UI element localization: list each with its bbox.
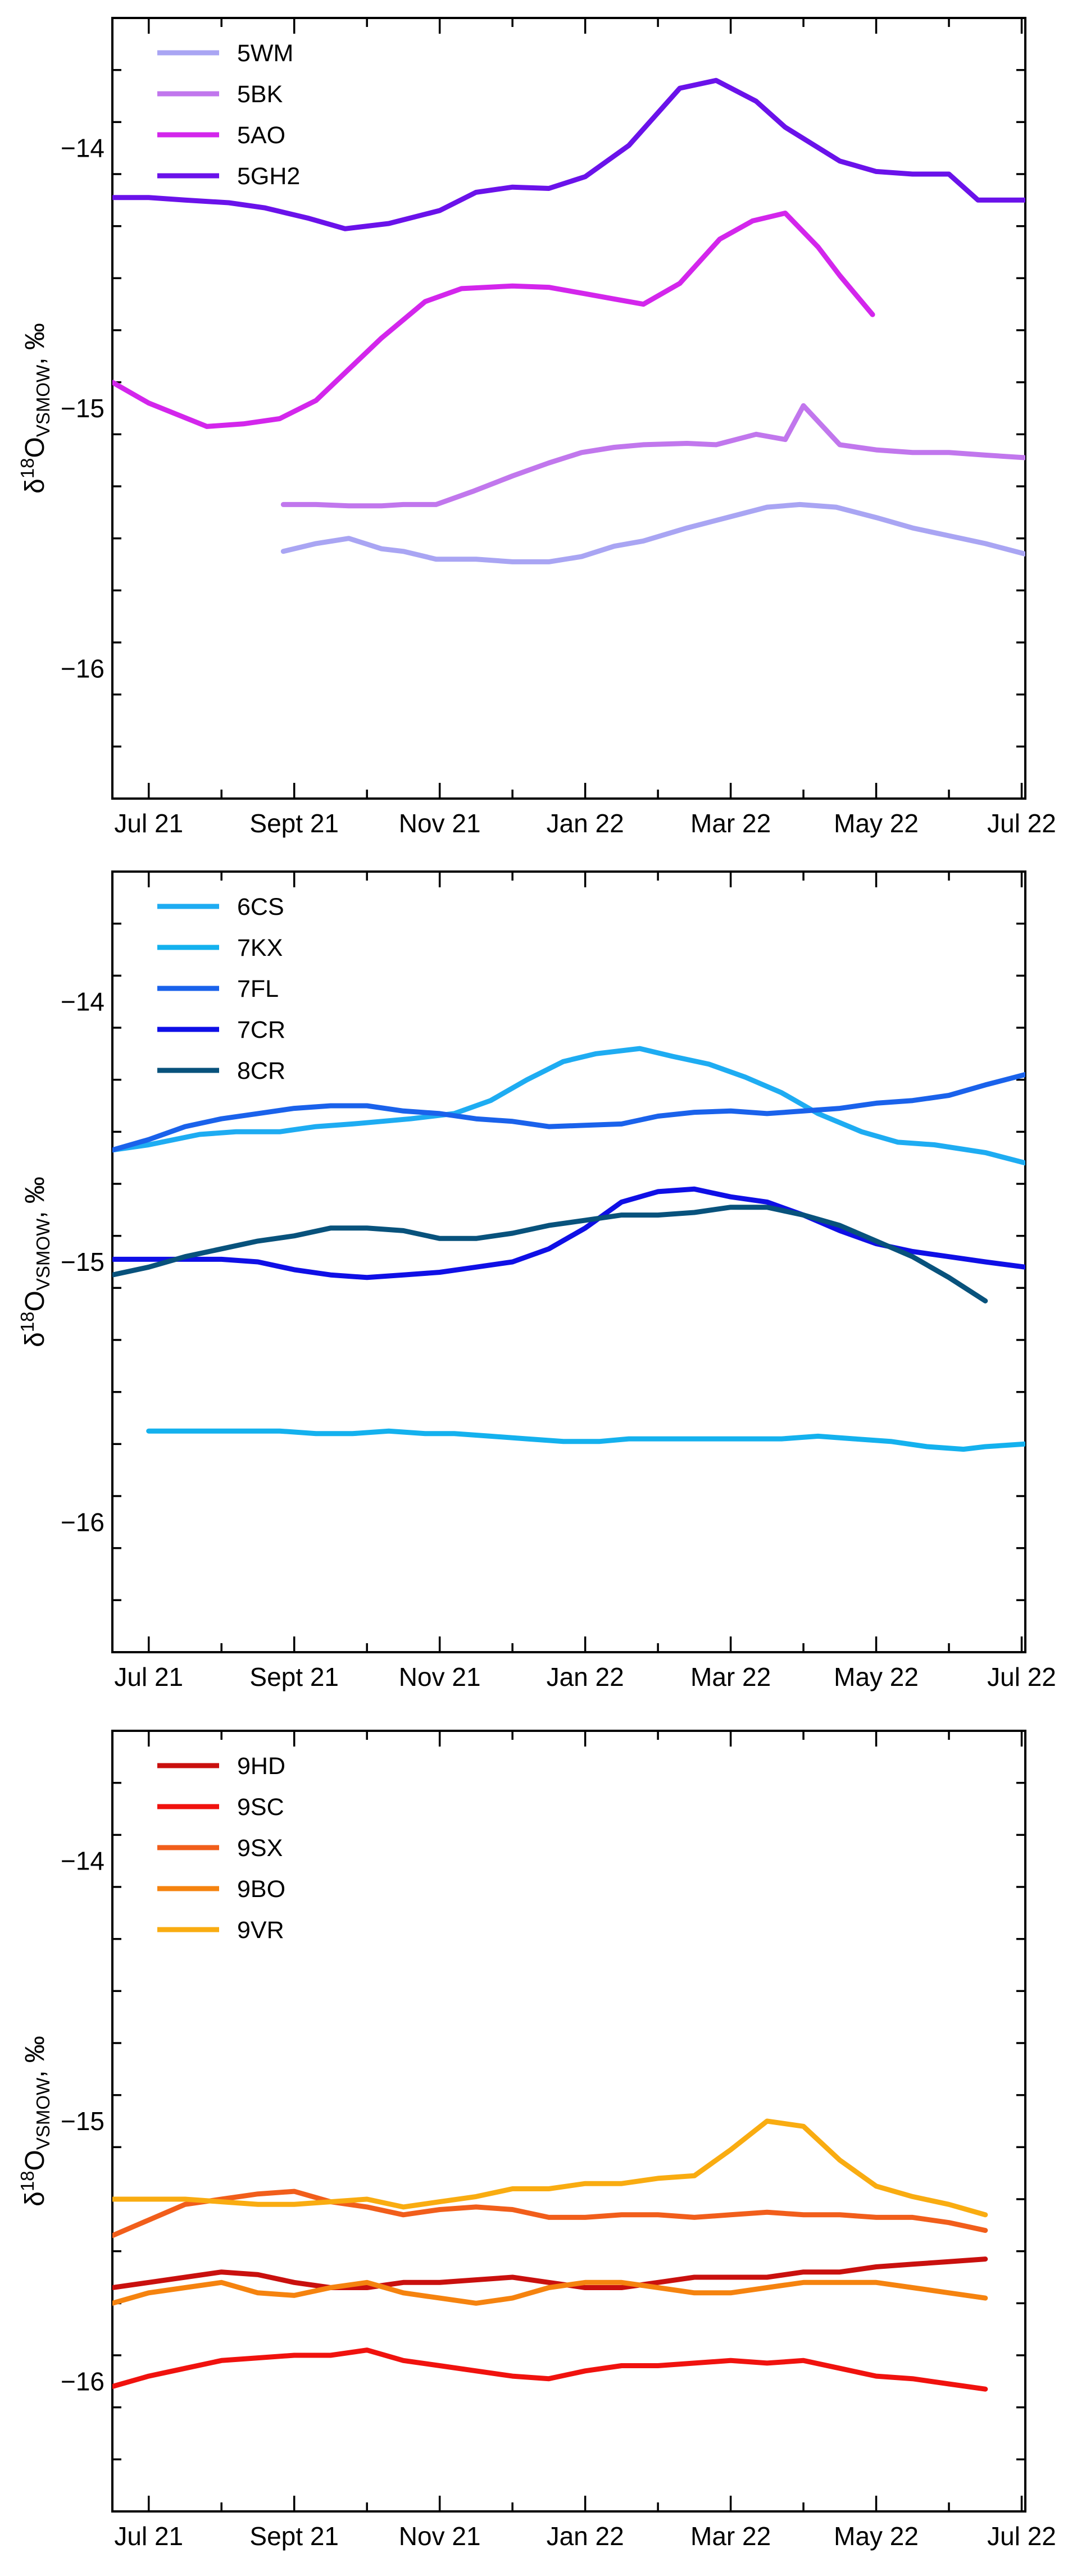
x-tick-label: Sept 21 (249, 1662, 339, 1692)
y-axis-label-part: O (20, 2150, 50, 2171)
y-tick-label: −16 (61, 1507, 104, 1537)
x-tick-label: May 22 (834, 809, 919, 838)
x-tick-label: Nov 21 (399, 1662, 481, 1692)
plot-frame (111, 17, 1026, 800)
x-tick-label: Sept 21 (249, 809, 339, 838)
series-line-9sx (112, 2189, 988, 2238)
legend-label-6cs: 6CS (237, 893, 284, 920)
x-tick-label: May 22 (834, 1662, 919, 1692)
legend-label-7fl: 7FL (237, 975, 279, 1002)
legend-label-5bk: 5BK (237, 81, 283, 108)
x-tick-label: Jul 22 (987, 2522, 1056, 2551)
y-tick-label: −14 (61, 1846, 104, 1876)
x-tick-label: Mar 22 (690, 2522, 771, 2551)
series-line-8cr (112, 1205, 988, 1303)
legend-label-9hd: 9HD (237, 1753, 285, 1780)
y-axis-label-part: O (20, 1291, 50, 1311)
x-tick-label: Jan 22 (547, 2522, 624, 2551)
y-axis-label-part: VSMOW (33, 2077, 53, 2150)
x-tick-label: May 22 (834, 2522, 919, 2551)
series-line-5gh2 (112, 77, 1025, 231)
panel-1: Jul 21 Sept 21 Nov 21 Jan 22 Mar 22 May 22 Jul… (17, 17, 1056, 838)
y-axis-label-part: VSMOW (33, 1218, 53, 1291)
x-tick-label: Sept 21 (249, 2522, 339, 2551)
series-line-9hd (112, 2256, 988, 2290)
x-tick-label: Jan 22 (547, 1662, 624, 1692)
y-axis-label-part: , ‰ (20, 1177, 50, 1219)
y-tick-label: −15 (61, 2107, 104, 2136)
x-tick-label: Jul 22 (987, 809, 1056, 838)
y-tick-label: −15 (61, 1247, 104, 1276)
series-line-9vr (112, 2118, 988, 2218)
y-axis-label-part: 18 (17, 1311, 38, 1332)
legend-label-9bo: 9BO (237, 1876, 285, 1903)
series-line-5ao (112, 211, 875, 429)
x-tick-label: Nov 21 (399, 809, 481, 838)
series-line-5bk (280, 403, 1025, 509)
y-axis-label-part: O (20, 437, 50, 458)
legend-label-7kx: 7KX (237, 934, 283, 961)
legend-label-5wm: 5WM (237, 40, 293, 67)
series-line-7kx (146, 1428, 1025, 1452)
y-axis-label: δ18OVSMOW, ‰ (17, 2036, 53, 2206)
x-tick-label: Jul 21 (114, 1662, 183, 1692)
series-line-7cr (112, 1186, 1025, 1280)
y-axis-label-part: VSMOW (33, 364, 53, 437)
y-axis-label: δ18OVSMOW, ‰ (17, 323, 53, 494)
series-line-5wm (280, 501, 1025, 564)
plot-frame (111, 870, 1026, 1653)
plot-frame (111, 1730, 1026, 2513)
series-line-6cs (112, 1046, 1025, 1166)
y-tick-label: −14 (61, 987, 104, 1016)
x-tick-label: Jan 22 (547, 809, 624, 838)
legend-label-9sc: 9SC (237, 1794, 284, 1821)
x-tick-label: Jul 22 (987, 1662, 1056, 1692)
legend-label-9vr: 9VR (237, 1917, 284, 1944)
x-tick-label: Jul 21 (114, 809, 183, 838)
y-tick-label: −14 (61, 134, 104, 163)
y-tick-label: −16 (61, 654, 104, 683)
legend-label-7cr: 7CR (237, 1016, 285, 1043)
y-axis-label-part: 18 (17, 2171, 38, 2191)
y-axis-label-part: , ‰ (20, 323, 50, 365)
y-axis-label-part: 18 (17, 458, 38, 478)
legend-label-8cr: 8CR (237, 1057, 285, 1084)
x-tick-label: Jul 21 (114, 2522, 183, 2551)
series-line-7fl (112, 1072, 1025, 1153)
y-tick-label: −15 (61, 394, 104, 423)
panel-2: Jul 21 Sept 21 Nov 21 Jan 22 Mar 22 May 22 Jul… (17, 870, 1056, 1692)
y-axis-label-part: δ (20, 478, 50, 494)
legend-label-5gh2: 5GH2 (237, 163, 300, 190)
y-tick-label: −16 (61, 2367, 104, 2396)
legend-label-9sx: 9SX (237, 1835, 283, 1862)
legend-label-5ao: 5AO (237, 122, 285, 149)
series-line-9sc (112, 2347, 988, 2392)
x-tick-label: Mar 22 (690, 809, 771, 838)
y-axis-label: δ18OVSMOW, ‰ (17, 1177, 53, 1347)
x-tick-label: Mar 22 (690, 1662, 771, 1692)
x-tick-label: Nov 21 (399, 2522, 481, 2551)
y-axis-label-part: , ‰ (20, 2036, 50, 2078)
y-axis-label-part: δ (20, 1332, 50, 1347)
series-line-9bo (112, 2279, 988, 2306)
panel-3: Jul 21 Sept 21 Nov 21 Jan 22 Mar 22 May 22 Jul… (17, 1730, 1056, 2551)
y-axis-label-part: δ (20, 2191, 50, 2206)
